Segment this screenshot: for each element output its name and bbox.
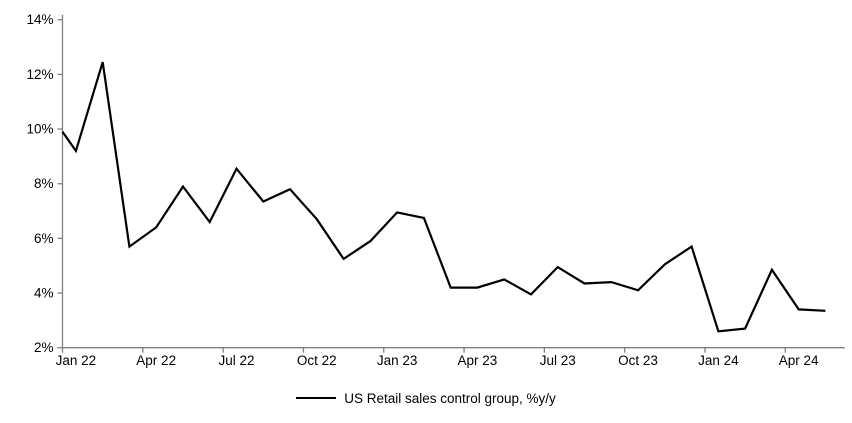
legend-line-marker [296,397,337,399]
x-tick-label: Jul 22 [218,353,254,368]
y-tick-label: 4% [34,286,54,301]
data-line-us-retail-sales-control-group [61,61,826,333]
x-tick-label: Jan 23 [377,353,418,368]
x-tick-label: Jan 24 [698,353,739,368]
x-tick-label: Oct 23 [618,353,658,368]
x-tick-label: Apr 23 [458,353,498,368]
x-tick-label: Oct 22 [297,353,337,368]
x-tick-label: Apr 24 [779,353,819,368]
x-tick-label: Jan 22 [56,353,97,368]
x-tick-label: Apr 22 [136,353,176,368]
y-tick-label: 8% [34,176,54,191]
y-tick-label: 12% [26,67,53,82]
legend: US Retail sales control group, %y/y [0,388,852,408]
y-tick-label: 2% [34,340,54,355]
y-tick-label: 10% [26,122,53,137]
y-tick-label: 6% [34,231,54,246]
legend-label: US Retail sales control group, %y/y [344,390,556,406]
x-tick-label: Jul 23 [540,353,576,368]
y-tick-label: 14% [26,12,53,27]
